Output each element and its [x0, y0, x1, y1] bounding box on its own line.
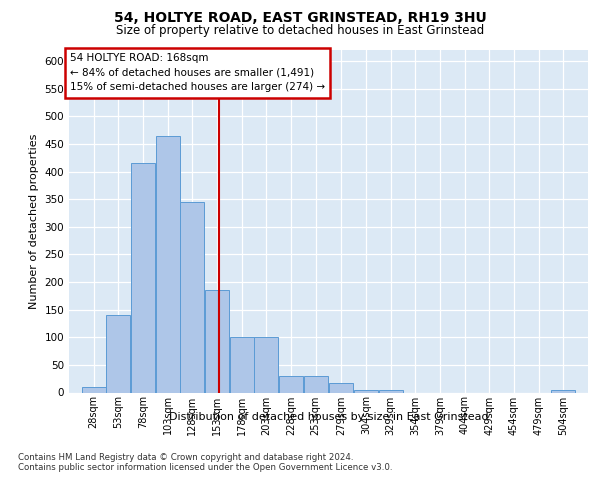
Text: Contains HM Land Registry data © Crown copyright and database right 2024.
Contai: Contains HM Land Registry data © Crown c… [18, 452, 392, 472]
Bar [155, 136, 180, 392]
Text: 54, HOLTYE ROAD, EAST GRINSTEAD, RH19 3HU: 54, HOLTYE ROAD, EAST GRINSTEAD, RH19 3H… [113, 11, 487, 25]
Bar [254, 338, 278, 392]
Bar [82, 387, 106, 392]
Text: 54 HOLTYE ROAD: 168sqm
← 84% of detached houses are smaller (1,491)
15% of semi-: 54 HOLTYE ROAD: 168sqm ← 84% of detached… [70, 53, 325, 92]
Bar [205, 290, 229, 392]
Bar [551, 390, 575, 392]
Bar [279, 376, 303, 392]
Bar [106, 315, 130, 392]
Bar [354, 390, 378, 392]
Bar [180, 202, 205, 392]
Bar [131, 163, 155, 392]
Bar [379, 390, 403, 392]
Bar [230, 338, 254, 392]
Text: Size of property relative to detached houses in East Grinstead: Size of property relative to detached ho… [116, 24, 484, 37]
Bar [304, 376, 328, 392]
Y-axis label: Number of detached properties: Number of detached properties [29, 134, 39, 309]
Bar [329, 382, 353, 392]
Text: Distribution of detached houses by size in East Grinstead: Distribution of detached houses by size … [169, 412, 488, 422]
